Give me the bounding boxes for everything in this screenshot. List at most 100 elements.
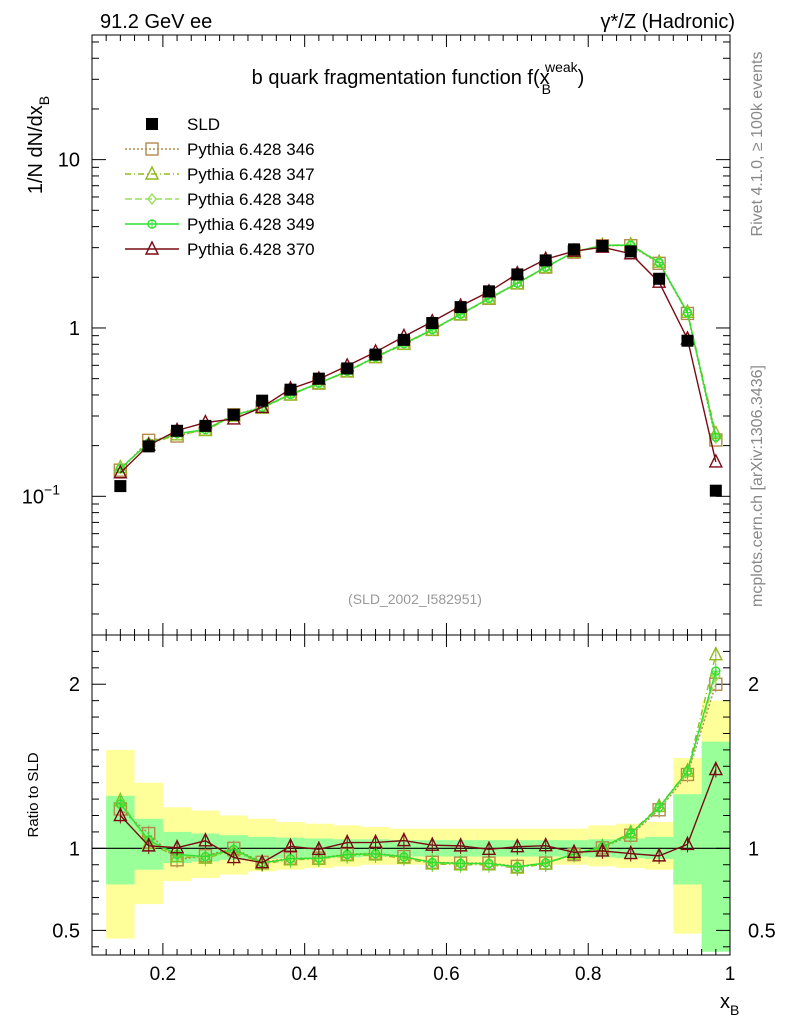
series-p348 bbox=[115, 239, 721, 475]
ratio-point-p370 bbox=[255, 854, 270, 869]
data-point-shape bbox=[114, 480, 127, 493]
series-p347 bbox=[113, 236, 723, 474]
legend-label-p346: Pythia 6.428 346 bbox=[187, 140, 315, 159]
x-tick-label: 0.6 bbox=[433, 964, 459, 985]
plot-marks: 0.2 0.4 0.6 0.8 1 10−1 1 10 0.5 0.5 1 1 2 2 SLD Pythia … bbox=[22, 34, 776, 985]
data-point-shape bbox=[596, 239, 609, 252]
series-p370 bbox=[113, 238, 723, 479]
bottom-frame bbox=[91, 634, 731, 956]
ratio-point-p370 bbox=[708, 760, 723, 776]
ratio-point-p370 bbox=[623, 845, 638, 860]
ratio-point-p370 bbox=[396, 832, 412, 847]
legend-marker-p370 bbox=[144, 240, 160, 255]
ratio-point-p370-shape bbox=[113, 806, 128, 822]
ratio-point-p370-shape bbox=[680, 835, 695, 851]
ratio-point-p370-shape bbox=[169, 839, 185, 854]
data-point bbox=[539, 254, 552, 267]
ratio-point-p349 bbox=[711, 666, 721, 676]
ratio-point-p370-shape bbox=[226, 848, 241, 864]
ratio-point-p370-shape bbox=[481, 840, 497, 856]
data-point bbox=[114, 480, 127, 493]
y-axis-label-top: 1/N dN/dxB bbox=[25, 96, 52, 194]
ratio-point-p370 bbox=[510, 838, 525, 853]
ratio-point-p370 bbox=[651, 847, 667, 862]
data-point bbox=[171, 424, 184, 437]
ratio-point-p370-shape bbox=[566, 843, 582, 858]
point-p370-shape bbox=[113, 464, 128, 479]
ratio-point-p370 bbox=[113, 806, 128, 822]
data-point bbox=[454, 301, 467, 314]
legend-marker-data bbox=[146, 118, 158, 130]
legend-label-p370: Pythia 6.428 370 bbox=[187, 240, 315, 259]
data-point-shape bbox=[142, 440, 155, 453]
ratio-line-p346 bbox=[119, 684, 717, 868]
point-p349 bbox=[682, 307, 693, 318]
ratio-line-p347 bbox=[119, 654, 717, 869]
ratio-point-p370 bbox=[680, 835, 695, 851]
point-p348 bbox=[682, 306, 693, 319]
analysis-watermark: (SLD_2002_I582951) bbox=[348, 591, 482, 607]
data-point-shape bbox=[482, 285, 495, 298]
y-axis-label-ratio: Ratio to SLD bbox=[25, 752, 42, 837]
y-ticks-ratio: 0.5 0.5 1 1 2 2 bbox=[52, 650, 776, 948]
legend-marker-p349 bbox=[147, 219, 157, 229]
legend-label-data: SLD bbox=[187, 115, 220, 134]
data-point-shape bbox=[397, 333, 410, 346]
series-line-p370 bbox=[119, 246, 717, 474]
plot-title-sup: weak bbox=[544, 59, 579, 75]
legend-marker-p370-shape bbox=[144, 240, 160, 255]
data-point-shape bbox=[624, 245, 637, 258]
data-point bbox=[681, 334, 694, 347]
y-tick-label: 10 bbox=[58, 150, 80, 172]
ratio-point-p370-shape bbox=[425, 836, 440, 851]
ratio-point-p370-shape bbox=[198, 832, 213, 847]
data-point bbox=[397, 333, 410, 346]
ratio-point-p349 bbox=[370, 849, 381, 859]
y-axis-label-top-sub: B bbox=[36, 96, 52, 105]
ratio-point-p370-shape bbox=[510, 838, 525, 853]
x-axis-label-sub: B bbox=[730, 1002, 739, 1018]
ratio-point-p370 bbox=[368, 833, 383, 849]
ratio-point-p370-shape bbox=[340, 834, 355, 849]
x-axis-label-main: x bbox=[720, 991, 730, 1013]
data-point bbox=[227, 408, 240, 421]
data-point bbox=[284, 383, 297, 396]
main-plot-panel: b quark fragmentation function f(xBweak)… bbox=[25, 59, 584, 607]
ratio-point-p347 bbox=[708, 646, 723, 661]
data-point-shape bbox=[341, 362, 354, 375]
data-point-shape bbox=[426, 317, 439, 330]
y-tick-label: 10−1 bbox=[22, 481, 60, 508]
point-p348-shape bbox=[710, 431, 721, 445]
data-point-shape bbox=[227, 408, 240, 421]
data-point bbox=[511, 268, 524, 281]
data-point bbox=[653, 272, 666, 285]
ratio-line-p349 bbox=[119, 670, 717, 868]
ratio-point-p349 bbox=[115, 799, 126, 809]
y-axis-label-top-main: 1/N dN/dx bbox=[25, 105, 47, 194]
ratio-point-p370 bbox=[340, 834, 355, 849]
data-point bbox=[426, 317, 439, 330]
legend-marker-p347 bbox=[144, 165, 160, 180]
data-point bbox=[312, 372, 325, 385]
ratio-point-p370-shape bbox=[453, 837, 468, 852]
data-point-shape bbox=[284, 383, 297, 396]
ratio-point-p370 bbox=[169, 839, 185, 854]
legend-marker-p348 bbox=[147, 192, 157, 206]
energy-label: 91.2 GeV ee bbox=[100, 11, 212, 33]
ratio-y-tick-label: 1 bbox=[69, 838, 80, 860]
ratio-point-p349 bbox=[342, 849, 352, 860]
data-point-shape bbox=[312, 372, 325, 385]
ratio-point-p370-shape bbox=[708, 760, 723, 776]
ratio-point-p370 bbox=[538, 837, 553, 852]
ratio-point-p370-shape bbox=[538, 837, 553, 852]
ratio-y-tick-label: 2 bbox=[69, 674, 80, 696]
data-point-shape bbox=[709, 484, 722, 497]
data-point bbox=[341, 362, 354, 375]
ratio-point-p370 bbox=[198, 832, 213, 847]
ratio-point-p370-shape bbox=[396, 832, 412, 847]
data-point bbox=[369, 348, 382, 361]
series-data bbox=[114, 239, 722, 497]
ratio-point-p349 bbox=[682, 766, 693, 776]
ratio-point-p370 bbox=[566, 843, 582, 858]
